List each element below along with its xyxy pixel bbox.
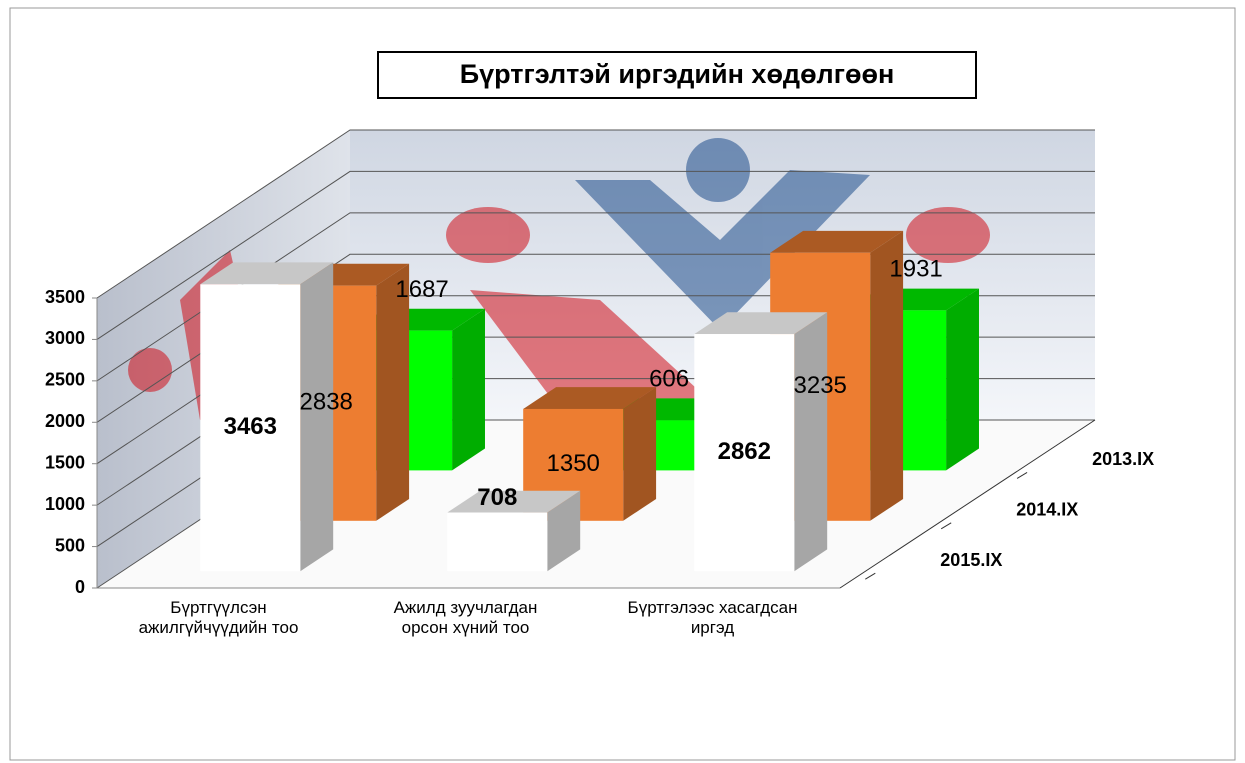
value-label: 3463 — [224, 413, 277, 440]
legend-label: 2014.IX — [1016, 500, 1078, 520]
chart: Бүртгэлтэй иргэдийн хөдөлгөөн 0 500 1000 15… — [0, 0, 1245, 763]
chart-title: Бүртгэлтэй иргэдийн хөдөлгөөн — [460, 59, 895, 89]
x-tick-label: Ажилд зуучлагдан орсон хүний тоо — [371, 598, 561, 638]
bar — [447, 513, 547, 572]
value-label: 1687 — [395, 276, 448, 303]
bar-side — [300, 262, 333, 571]
y-tick-label: 1500 — [45, 452, 85, 472]
legend-label: 2015.IX — [940, 550, 1002, 570]
y-tick-label: 0 — [75, 577, 85, 597]
bar-side — [623, 387, 656, 521]
y-tick-label: 500 — [55, 535, 85, 555]
depth-tick — [865, 573, 875, 579]
bar-side — [794, 312, 827, 571]
value-label: 2862 — [718, 438, 771, 465]
value-label: 1350 — [547, 450, 600, 477]
y-tick-label: 2000 — [45, 411, 85, 431]
y-tick-label: 3000 — [45, 328, 85, 348]
bar-side — [452, 309, 485, 471]
value-label: 708 — [477, 484, 517, 511]
value-label: 1931 — [889, 256, 942, 283]
y-tick-label: 3500 — [45, 287, 85, 307]
depth-tick — [941, 523, 951, 529]
legend-label: 2013.IX — [1092, 449, 1154, 469]
x-tick-label: Бүртгүүлсэн ажилгүйчүүдийн тоо — [124, 598, 314, 638]
value-label: 3235 — [794, 372, 847, 399]
x-tick-label: Бүртгэлээс хасагдсан иргэд — [618, 598, 808, 638]
y-tick-label: 2500 — [45, 370, 85, 390]
bar-side — [946, 289, 979, 471]
value-label: 2838 — [300, 389, 353, 416]
depth-tick — [1017, 472, 1027, 478]
value-label: 606 — [649, 366, 689, 393]
chart-page: Бүртгэлтэй иргэдийн хөдөлгөөн 0 500 1000 15… — [0, 0, 1245, 763]
y-tick-label: 1000 — [45, 494, 85, 514]
